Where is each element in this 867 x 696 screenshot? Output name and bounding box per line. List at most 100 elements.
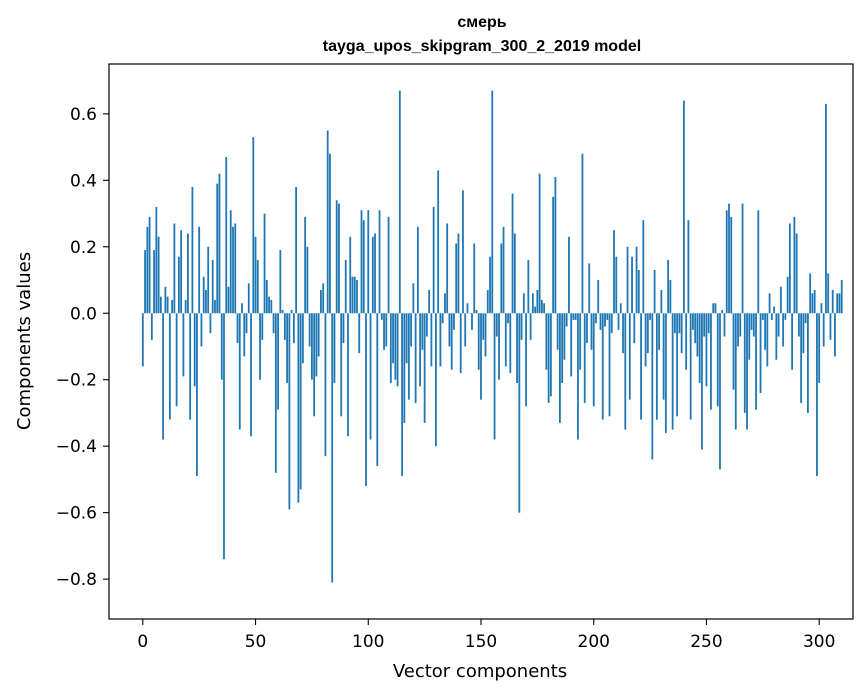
bar bbox=[435, 313, 437, 447]
bar bbox=[340, 313, 343, 417]
bar bbox=[398, 90, 401, 314]
bar bbox=[813, 289, 816, 314]
bar bbox=[552, 196, 555, 314]
bar bbox=[797, 313, 800, 337]
bar bbox=[419, 313, 422, 387]
bar bbox=[800, 313, 803, 403]
bar bbox=[809, 273, 812, 314]
bar bbox=[247, 283, 250, 314]
y-tick-label: −0.8 bbox=[56, 570, 97, 590]
bar bbox=[730, 216, 733, 314]
bar bbox=[171, 299, 174, 314]
bar bbox=[712, 303, 715, 314]
bar bbox=[421, 313, 424, 350]
bar bbox=[615, 256, 618, 314]
y-tick-label: −0.4 bbox=[56, 437, 97, 457]
bar bbox=[173, 223, 176, 314]
bar bbox=[446, 223, 449, 314]
bar bbox=[353, 276, 356, 314]
bar bbox=[509, 313, 512, 374]
bar bbox=[834, 313, 836, 357]
bar bbox=[144, 250, 146, 314]
bar bbox=[829, 313, 832, 340]
bar bbox=[680, 313, 683, 354]
bar bbox=[214, 299, 216, 314]
bar bbox=[631, 256, 633, 314]
bar bbox=[259, 313, 261, 380]
bar bbox=[649, 313, 651, 320]
bar bbox=[331, 313, 334, 583]
bar bbox=[820, 303, 823, 314]
bar bbox=[748, 313, 751, 360]
bar bbox=[662, 313, 665, 400]
bar bbox=[414, 313, 417, 403]
bar bbox=[622, 313, 624, 354]
bar bbox=[525, 313, 527, 407]
bar bbox=[164, 286, 167, 314]
y-tick-label: −0.6 bbox=[56, 504, 97, 524]
bar bbox=[462, 190, 464, 314]
bar bbox=[572, 313, 575, 320]
bar bbox=[342, 313, 345, 344]
bar bbox=[529, 313, 532, 340]
bar bbox=[335, 200, 338, 314]
bar bbox=[624, 313, 627, 430]
bar bbox=[522, 293, 525, 314]
bar bbox=[816, 313, 818, 477]
y-tick-label: 0.4 bbox=[70, 171, 97, 191]
bar bbox=[166, 296, 169, 314]
bar bbox=[493, 313, 496, 440]
bar bbox=[766, 313, 769, 367]
bar bbox=[304, 216, 307, 314]
x-tick-label: 250 bbox=[690, 632, 722, 652]
bar bbox=[687, 220, 690, 314]
bar bbox=[536, 289, 539, 314]
bar bbox=[705, 313, 708, 387]
bar bbox=[633, 313, 636, 344]
bar bbox=[838, 293, 841, 314]
bar bbox=[250, 313, 252, 437]
bar bbox=[484, 313, 487, 357]
y-tick-label: 0.2 bbox=[70, 238, 97, 258]
bar bbox=[583, 313, 586, 403]
bar bbox=[437, 170, 440, 314]
bar bbox=[750, 313, 753, 330]
bar bbox=[531, 293, 534, 314]
bar bbox=[448, 313, 451, 347]
bar bbox=[272, 313, 275, 334]
bar bbox=[471, 313, 473, 330]
bar bbox=[678, 313, 681, 334]
bar bbox=[317, 313, 320, 357]
bar bbox=[423, 313, 426, 423]
bar bbox=[613, 230, 615, 314]
bar bbox=[155, 206, 158, 314]
bar bbox=[477, 313, 480, 370]
bar bbox=[543, 303, 546, 314]
bar bbox=[604, 313, 606, 327]
x-tick-label: 100 bbox=[352, 632, 384, 652]
bar bbox=[283, 313, 286, 340]
bar bbox=[362, 220, 365, 314]
bar bbox=[311, 313, 313, 380]
bar bbox=[274, 313, 277, 473]
bar bbox=[655, 313, 658, 420]
bar bbox=[380, 313, 383, 320]
bar bbox=[369, 313, 372, 440]
bar bbox=[407, 313, 410, 400]
bar bbox=[608, 313, 611, 417]
bar bbox=[489, 256, 491, 314]
bar bbox=[732, 313, 735, 390]
bar bbox=[773, 306, 775, 314]
bar bbox=[367, 210, 370, 314]
bar bbox=[148, 216, 151, 314]
bar bbox=[326, 130, 329, 314]
bar bbox=[640, 313, 642, 420]
bar bbox=[825, 103, 827, 314]
x-axis-label: Vector components bbox=[393, 661, 567, 682]
bar bbox=[187, 233, 189, 314]
x-tick-label: 300 bbox=[803, 632, 835, 652]
bar bbox=[788, 223, 791, 314]
bar bbox=[570, 313, 573, 377]
x-tick-label: 0 bbox=[137, 632, 148, 652]
bar bbox=[425, 313, 428, 337]
